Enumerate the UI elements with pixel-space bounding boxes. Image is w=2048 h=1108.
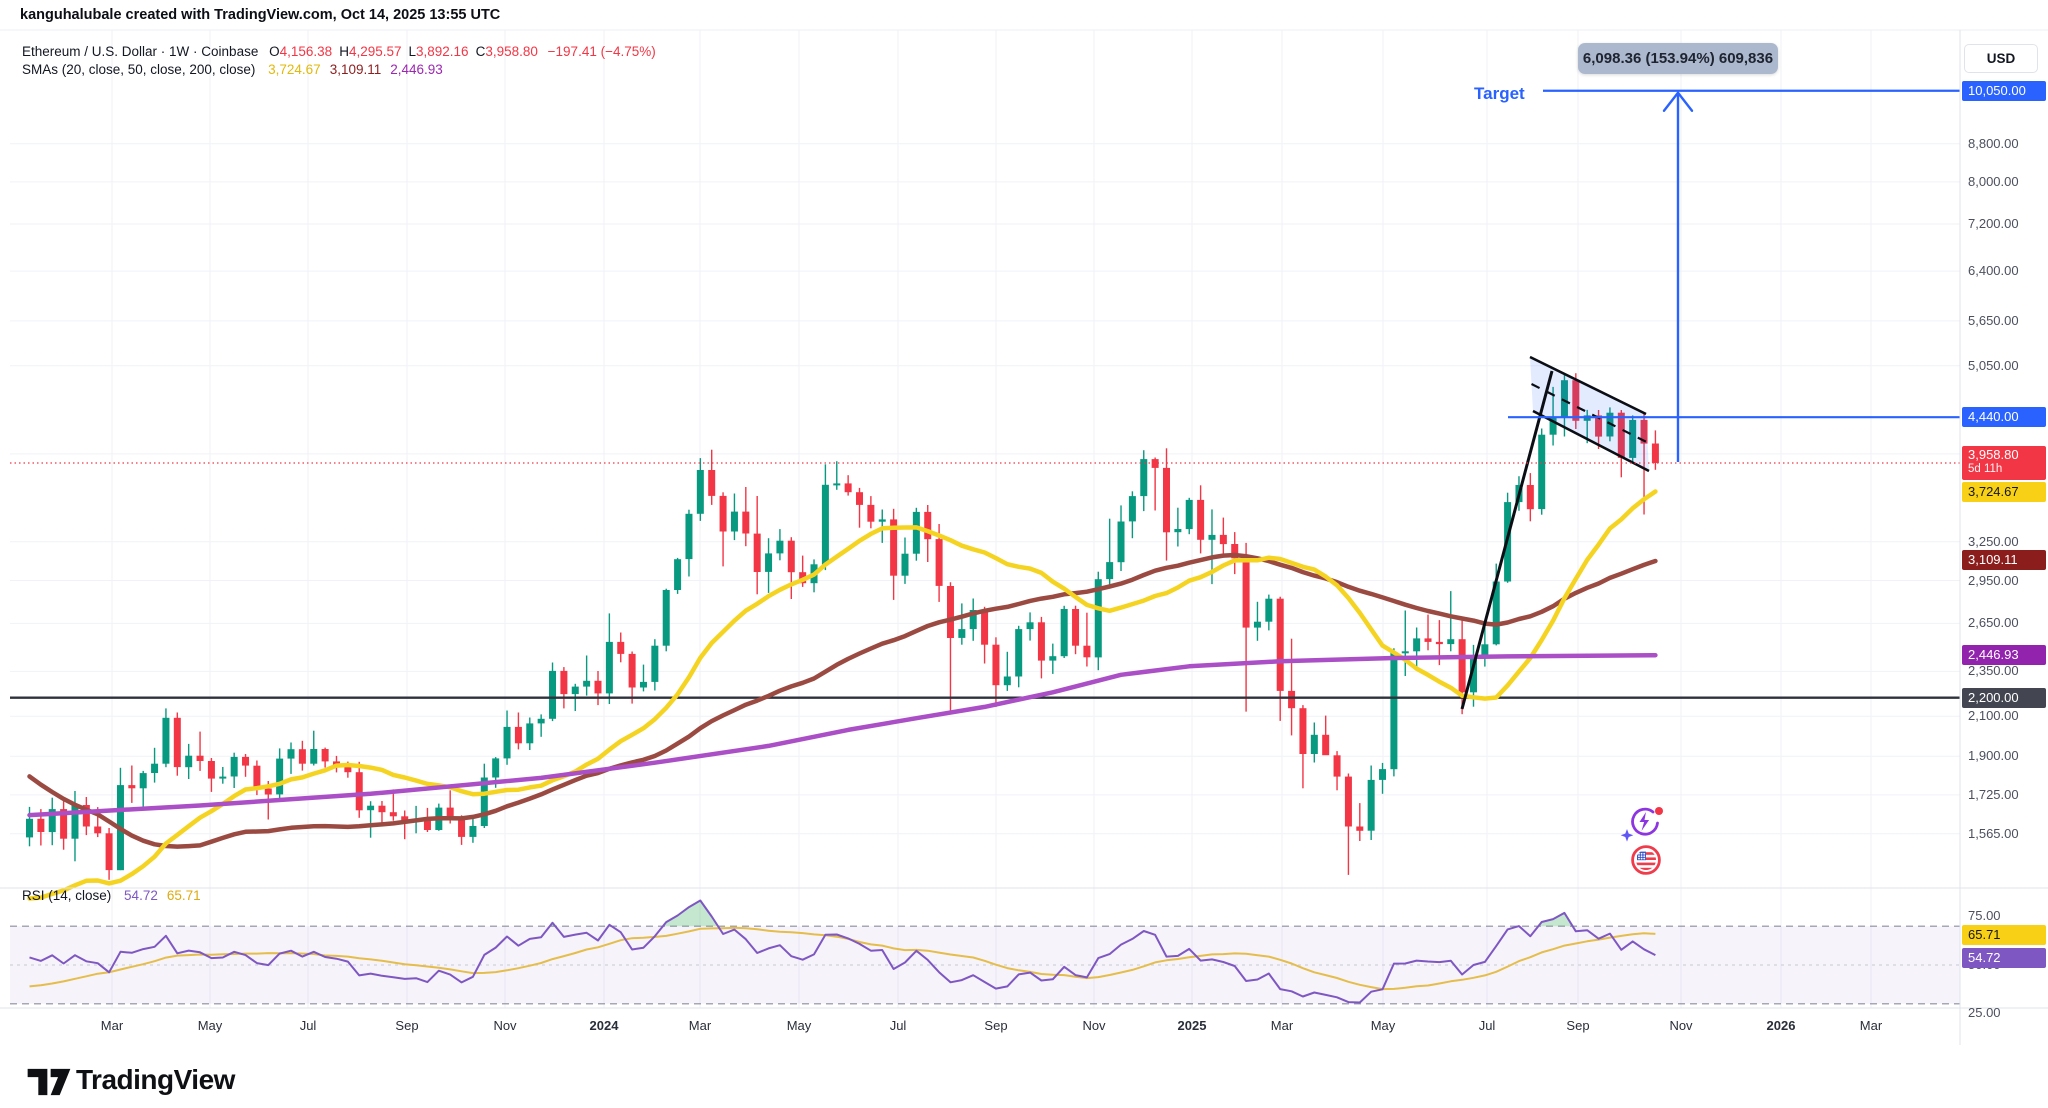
price-tick: 5,650.00	[1968, 312, 2019, 328]
ohlc-item: O4,156.38	[269, 44, 333, 59]
sma-value: 3,724.67	[268, 62, 321, 77]
sma-legend[interactable]: SMAs (20, close, 50, close, 200, close) …	[22, 62, 443, 77]
time-tick-year: 2026	[1766, 1018, 1796, 1033]
sma-label: SMAs (20, close, 50, close, 200, close)	[22, 62, 256, 77]
price-range-tooltip: 6,098.36 (153.94%) 609,836	[1578, 43, 1778, 74]
rsi-label: RSI (14, close)	[22, 888, 112, 903]
ohlc-item: H4,295.57	[339, 44, 402, 59]
sma-value: 2,446.93	[390, 62, 443, 77]
time-tick-year: 2025	[1177, 1018, 1207, 1033]
price-tick: 1,900.00	[1968, 748, 2019, 764]
price-tick: 8,800.00	[1968, 135, 2019, 151]
rsi-legend[interactable]: RSI (14, close) 54.72 65.71	[22, 888, 201, 903]
symbol-legend[interactable]: Ethereum / U.S. Dollar · 1W · Coinbase O…	[22, 44, 656, 59]
price-tick: 6,400.00	[1968, 263, 2019, 279]
time-tick: Jul	[889, 1018, 907, 1033]
price-tick: 2,350.00	[1968, 663, 2019, 679]
time-tick: Jul	[1478, 1018, 1496, 1033]
price-badge: 3,109.11	[1962, 550, 2046, 570]
ohlc-values: O4,156.38 H4,295.57 L3,892.16 C3,958.80	[262, 44, 538, 59]
ohlc-item: C3,958.80	[475, 44, 538, 59]
rsi-value: 65.71	[166, 888, 201, 903]
price-tick: 5,050.00	[1968, 357, 2019, 373]
target-drawing-label[interactable]: Target	[1474, 84, 1525, 103]
price-tick: 1,565.00	[1968, 825, 2019, 841]
rsi-badge: 65.71	[1962, 925, 2046, 945]
time-tick: Mar	[688, 1018, 712, 1033]
price-badge: 3,958.80 5d 11h	[1962, 446, 2046, 480]
time-tick: May	[197, 1018, 223, 1033]
rsi-tick: 75.00	[1968, 908, 2001, 923]
time-tick: Sep	[1566, 1018, 1590, 1033]
time-tick: Mar	[1859, 1018, 1883, 1033]
price-badge: 10,050.00	[1962, 81, 2046, 101]
time-tick: May	[786, 1018, 812, 1033]
us-flag-icon[interactable]	[1630, 844, 1662, 881]
time-tick-year: 2024	[589, 1018, 619, 1033]
symbol-title: Ethereum / U.S. Dollar · 1W · Coinbase	[22, 44, 259, 59]
rsi-value: 54.72	[124, 888, 158, 903]
currency-button[interactable]: USD	[1964, 44, 2038, 73]
time-tick: Nov	[1082, 1018, 1106, 1033]
sma-values: 3,724.67 3,109.11 2,446.93	[259, 62, 443, 77]
spark-icon[interactable]	[1620, 804, 1668, 853]
sma-value: 3,109.11	[329, 62, 382, 77]
time-tick: Sep	[984, 1018, 1008, 1033]
price-tick: 8,000.00	[1968, 173, 2019, 189]
change-value: −197.41 (−4.75%)	[547, 44, 656, 59]
rsi-tick: 25.00	[1968, 1005, 2001, 1020]
time-tick: May	[1370, 1018, 1396, 1033]
rsi-values: 54.72 65.71	[115, 888, 201, 903]
price-tick: 2,650.00	[1968, 615, 2019, 631]
price-badge: 4,440.00	[1962, 407, 2046, 427]
tradingview-logo-icon[interactable]	[26, 1063, 72, 1106]
price-badge: 2,200.00	[1962, 688, 2046, 708]
time-tick: Jul	[299, 1018, 317, 1033]
time-tick: Nov	[493, 1018, 517, 1033]
price-tick: 7,200.00	[1968, 216, 2019, 231]
price-tick: 2,100.00	[1968, 708, 2019, 724]
time-tick: Mar	[1270, 1018, 1294, 1033]
price-badge: 2,446.93	[1962, 645, 2046, 665]
ohlc-item: L3,892.16	[408, 44, 469, 59]
price-badge: 3,724.67	[1962, 482, 2046, 502]
creator-line: kanguhalubale created with TradingView.c…	[20, 7, 501, 23]
time-tick: Mar	[100, 1018, 124, 1033]
price-tick: 1,725.00	[1968, 786, 2019, 802]
time-tick: Nov	[1669, 1018, 1693, 1033]
price-tick: 2,950.00	[1968, 572, 2019, 588]
price-tick: 3,250.00	[1968, 533, 2019, 549]
tradingview-logo-text[interactable]: TradingView	[76, 1064, 235, 1095]
rsi-badge: 54.72	[1962, 948, 2046, 968]
time-tick: Sep	[395, 1018, 419, 1033]
